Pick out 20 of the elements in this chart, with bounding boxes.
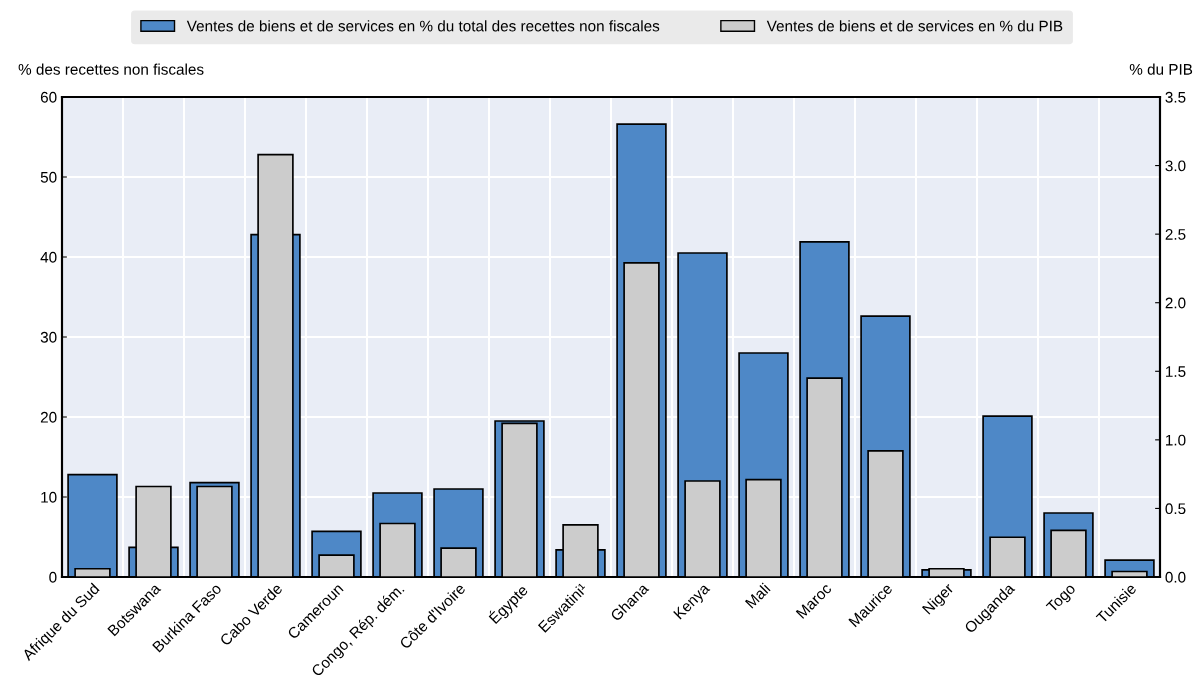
- y2-tick-label: 3.5: [1165, 91, 1186, 103]
- y2-axis-title: % du PIB: [1129, 63, 1193, 75]
- y2-tick-label: 2.5: [1165, 229, 1186, 240]
- y2-tick-label: 1.5: [1166, 366, 1186, 377]
- y-tick-label: 0: [49, 571, 57, 583]
- y-tick-label: 10: [41, 491, 57, 503]
- y-tick-label: 20: [40, 411, 57, 423]
- y-tick-label: 60: [40, 91, 57, 103]
- y2-tick-label: 1.0: [1166, 434, 1186, 446]
- y2-tick-label: 0.0: [1165, 571, 1186, 583]
- y-tick-label: 50: [40, 171, 57, 183]
- legend-label: Ventes de biens et de services en % du total des recettes non fiscales: [186, 20, 660, 32]
- y2-tick-label: 0.5: [1165, 503, 1186, 515]
- y2-tick-label: 3.0: [1165, 160, 1186, 172]
- legend-label: Ventes de biens et de services en % du PIB: [766, 20, 1063, 32]
- y-tick-label: 40: [40, 251, 57, 263]
- y2-tick-label: 2.0: [1165, 297, 1186, 309]
- x-tick-label: Togo: [1045, 582, 1079, 616]
- y-tick-label: 30: [40, 331, 57, 343]
- y-axis-title: % des recettes non fiscales: [18, 63, 204, 75]
